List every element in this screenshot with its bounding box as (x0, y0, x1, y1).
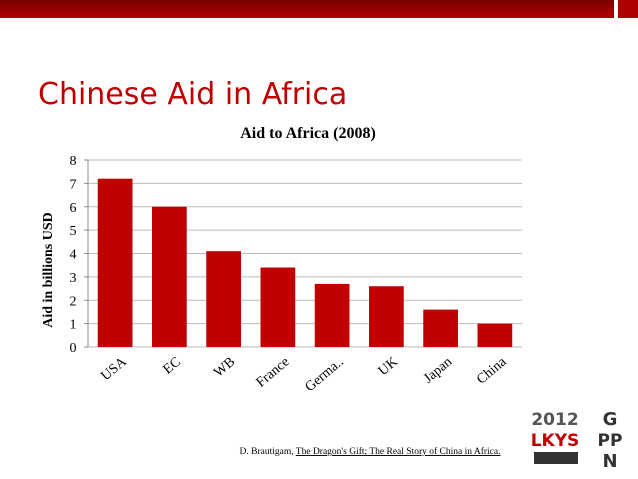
x-tick-label: France (254, 355, 293, 391)
bar (369, 286, 404, 347)
y-tick-label: 6 (70, 201, 77, 216)
x-tick-label: USA (99, 354, 131, 384)
logo-year: 2012 (531, 410, 578, 430)
chart-title: Aid to Africa (2008) (240, 125, 376, 142)
bar (314, 283, 350, 347)
logo-school: LKYS (531, 431, 580, 451)
logo-n: N (602, 451, 617, 472)
y-tick-label: 1 (70, 318, 77, 333)
x-tick-label: Japan (421, 355, 455, 387)
x-tick-label: WB (211, 355, 238, 381)
y-tick-label: 8 (70, 154, 77, 169)
logo-pp: PP (598, 431, 623, 451)
plot: 0 1 2 3 4 5 6 7 8 USA EC WB France Germa.. UK Japan Chin… (70, 154, 522, 395)
top-bar (0, 0, 614, 18)
x-tick-label: China (474, 354, 510, 387)
y-tick-label: 0 (70, 341, 77, 356)
source-book: The Dragon's Gift; The Real Story of Chi… (296, 446, 501, 457)
top-bar-box (618, 0, 638, 18)
logo-g: G (603, 409, 618, 430)
logo-emblem (534, 452, 578, 464)
bar (152, 206, 187, 347)
y-tick-label: 4 (70, 248, 77, 263)
x-tick-label: UK (376, 355, 401, 379)
y-tick-label: 7 (70, 177, 77, 192)
slide-title: Chinese Aid in Africa (38, 77, 347, 112)
x-tick-label: EC (161, 355, 184, 378)
logo: 2012 LKYS G PP N (531, 409, 623, 472)
y-axis-label: Aid in billions USD (41, 212, 56, 328)
bar (206, 251, 241, 347)
source-author: D. Brautigam, (240, 447, 296, 457)
bar (97, 178, 133, 347)
y-tick-label: 2 (70, 294, 77, 309)
x-tick-label: Germa.. (303, 355, 347, 395)
y-tick-label: 5 (70, 224, 77, 239)
bar (423, 309, 458, 347)
y-tick-label: 3 (70, 271, 77, 286)
bar (260, 267, 296, 347)
source: D. Brautigam, The Dragon's Gift; The Rea… (240, 446, 501, 457)
bar (477, 323, 513, 347)
